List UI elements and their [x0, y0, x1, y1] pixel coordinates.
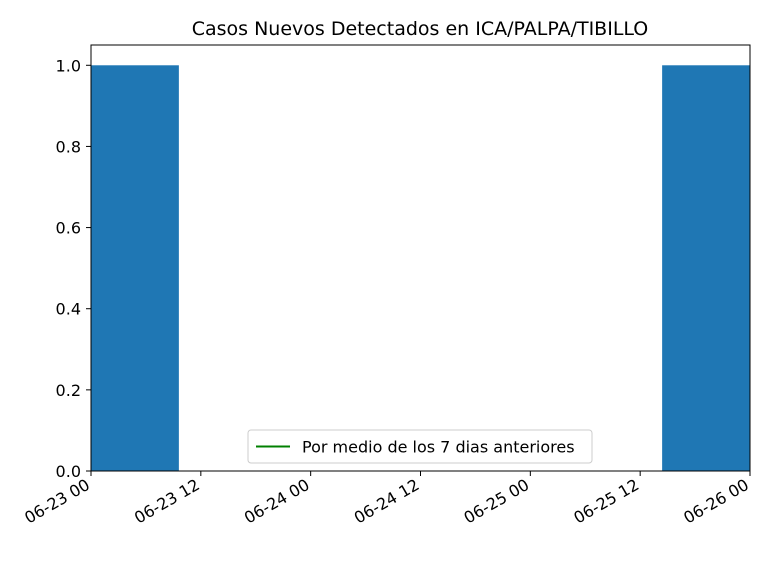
bar-2020-06-26: [662, 65, 750, 472]
legend: Por medio de los 7 dias anteriores: [247, 429, 593, 464]
bar-2020-06-23: [91, 65, 179, 472]
legend-label: Por medio de los 7 dias anteriores: [302, 438, 575, 457]
y-tick-label: 0.2: [56, 381, 81, 400]
y-tick-label: 1.0: [56, 56, 81, 75]
legend-box: [247, 429, 593, 464]
y-tick-label: 0.0: [56, 462, 81, 481]
y-tick-label: 0.6: [56, 219, 81, 238]
y-tick-label: 0.4: [56, 300, 81, 319]
y-tick-label: 0.8: [56, 137, 81, 156]
chart-title: Casos Nuevos Detectados en ICA/PALPA/TIB…: [192, 18, 649, 40]
bars-layer: [91, 65, 750, 472]
